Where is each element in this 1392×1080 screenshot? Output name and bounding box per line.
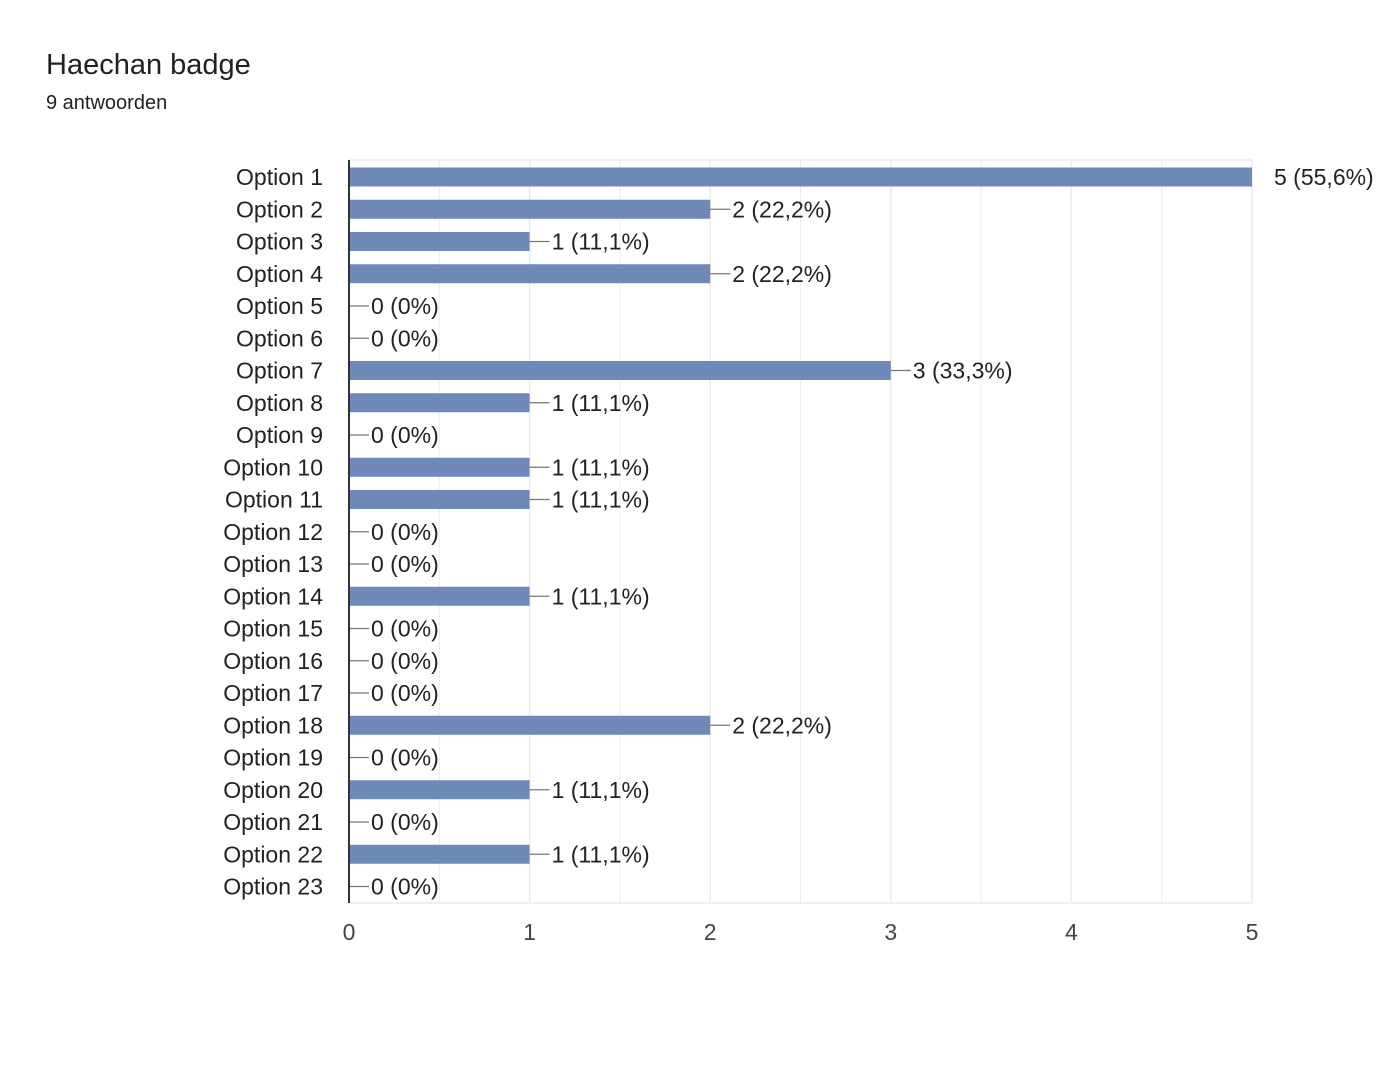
category-label: Option 12 <box>223 519 323 545</box>
value-label: 0 (0%) <box>371 325 439 351</box>
category-label: Option 9 <box>236 422 323 448</box>
chart-header: Haechan badge 9 antwoorden <box>46 46 251 116</box>
x-tick-label: 5 <box>1246 919 1259 945</box>
value-label: 1 (11,1%) <box>552 454 650 480</box>
category-label: Option 3 <box>236 229 323 255</box>
category-label: Option 10 <box>223 454 323 480</box>
value-label: 1 (11,1%) <box>552 841 650 867</box>
category-label: Option 18 <box>223 712 323 738</box>
x-tick-label: 4 <box>1065 919 1078 945</box>
bar <box>349 715 711 735</box>
category-label: Option 11 <box>225 487 323 513</box>
x-tick-label: 3 <box>884 919 897 945</box>
category-label: Option 19 <box>223 745 323 771</box>
category-label: Option 7 <box>236 358 323 384</box>
category-label: Option 13 <box>223 551 323 577</box>
value-label: 0 (0%) <box>371 551 439 577</box>
category-label: Option 21 <box>223 809 323 835</box>
bar <box>349 490 530 509</box>
response-count: 9 antwoorden <box>46 92 168 114</box>
chart-title: Haechan badge <box>46 49 251 81</box>
category-label: Option 8 <box>236 390 323 416</box>
value-label: 0 (0%) <box>371 616 439 642</box>
x-tick-label: 1 <box>523 919 536 945</box>
bar <box>349 393 530 413</box>
value-label: 0 (0%) <box>371 745 439 771</box>
value-label: 0 (0%) <box>371 293 439 319</box>
bar <box>349 844 530 864</box>
bar <box>349 457 530 477</box>
category-label: Option 6 <box>236 325 323 351</box>
value-label: 0 (0%) <box>371 519 439 545</box>
value-label: 2 (22,2%) <box>732 712 832 738</box>
value-label: 0 (0%) <box>371 648 439 674</box>
value-label: 0 (0%) <box>371 809 439 835</box>
value-label: 1 (11,1%) <box>552 229 650 255</box>
category-label: Option 1 <box>236 164 323 190</box>
bar <box>349 232 530 251</box>
value-label: 3 (33,3%) <box>913 358 1013 384</box>
category-label: Option 23 <box>223 874 323 900</box>
bar <box>349 264 711 284</box>
category-label: Option 17 <box>223 680 323 706</box>
x-tick-label: 2 <box>704 919 717 945</box>
category-label: Option 20 <box>223 777 323 803</box>
value-label: 1 (11,1%) <box>552 777 650 803</box>
category-label: Option 14 <box>223 583 323 609</box>
value-label: 0 (0%) <box>371 680 439 706</box>
value-label: 0 (0%) <box>371 422 439 448</box>
category-label: Option 16 <box>223 648 323 674</box>
value-label: 5 (55,6%) <box>1274 164 1374 190</box>
value-label: 2 (22,2%) <box>732 196 832 222</box>
value-label: 1 (11,1%) <box>552 583 650 609</box>
category-label: Option 2 <box>236 196 323 222</box>
value-label: 2 (22,2%) <box>732 261 832 287</box>
bar <box>349 361 891 380</box>
bar <box>349 780 530 800</box>
value-label: 1 (11,1%) <box>552 390 650 416</box>
value-label: 1 (11,1%) <box>552 487 650 513</box>
x-tick-label: 0 <box>343 919 356 945</box>
category-label: Option 22 <box>223 841 323 867</box>
bar <box>349 167 1252 187</box>
category-label: Option 15 <box>223 616 323 642</box>
category-label: Option 5 <box>236 293 323 319</box>
bar <box>349 199 711 219</box>
value-label: 0 (0%) <box>371 874 439 900</box>
category-label: Option 4 <box>236 261 323 287</box>
bar <box>349 586 530 606</box>
